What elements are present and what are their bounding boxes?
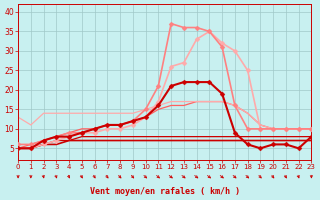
X-axis label: Vent moyen/en rafales ( km/h ): Vent moyen/en rafales ( km/h ): [90, 187, 240, 196]
